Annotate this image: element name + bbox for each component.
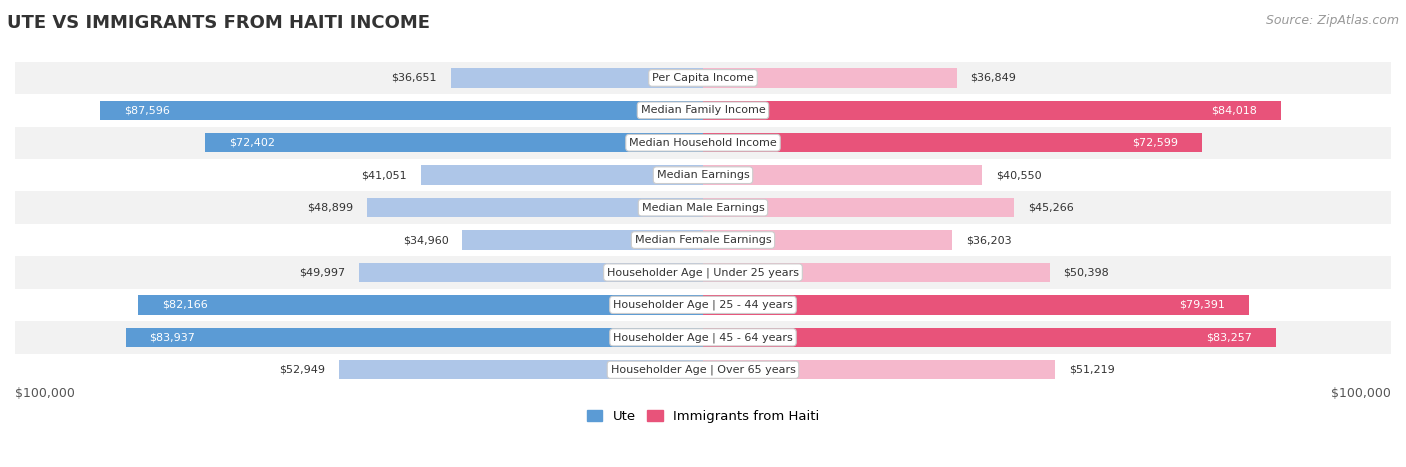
- Bar: [15, 159, 1391, 191]
- Bar: [15, 224, 1391, 256]
- Text: $84,018: $84,018: [1211, 106, 1257, 115]
- Text: $34,960: $34,960: [404, 235, 449, 245]
- Text: $100,000: $100,000: [15, 387, 75, 400]
- Text: $49,997: $49,997: [299, 268, 346, 277]
- Bar: [703, 360, 1056, 380]
- Text: Householder Age | 25 - 44 years: Householder Age | 25 - 44 years: [613, 300, 793, 310]
- Text: $83,257: $83,257: [1206, 333, 1251, 342]
- Text: $41,051: $41,051: [361, 170, 406, 180]
- Text: $36,203: $36,203: [966, 235, 1011, 245]
- Bar: [359, 263, 703, 282]
- Bar: [138, 295, 703, 315]
- Text: UTE VS IMMIGRANTS FROM HAITI INCOME: UTE VS IMMIGRANTS FROM HAITI INCOME: [7, 14, 430, 32]
- Text: $52,949: $52,949: [278, 365, 325, 375]
- Bar: [703, 263, 1050, 282]
- Text: $87,596: $87,596: [124, 106, 170, 115]
- Text: Median Earnings: Median Earnings: [657, 170, 749, 180]
- Bar: [15, 94, 1391, 127]
- Text: Householder Age | Under 25 years: Householder Age | Under 25 years: [607, 267, 799, 278]
- Bar: [339, 360, 703, 380]
- Bar: [420, 165, 703, 185]
- Text: $40,550: $40,550: [995, 170, 1042, 180]
- Text: $50,398: $50,398: [1063, 268, 1109, 277]
- Text: $36,651: $36,651: [392, 73, 437, 83]
- Bar: [15, 289, 1391, 321]
- Text: $82,166: $82,166: [162, 300, 208, 310]
- Bar: [15, 127, 1391, 159]
- Bar: [703, 165, 981, 185]
- Bar: [703, 230, 952, 250]
- Text: Householder Age | Over 65 years: Householder Age | Over 65 years: [610, 365, 796, 375]
- Text: Median Household Income: Median Household Income: [628, 138, 778, 148]
- Text: Per Capita Income: Per Capita Income: [652, 73, 754, 83]
- Bar: [703, 68, 956, 88]
- Text: Median Family Income: Median Family Income: [641, 106, 765, 115]
- Text: Median Female Earnings: Median Female Earnings: [634, 235, 772, 245]
- Bar: [205, 133, 703, 153]
- Text: $100,000: $100,000: [1331, 387, 1391, 400]
- Text: Source: ZipAtlas.com: Source: ZipAtlas.com: [1265, 14, 1399, 27]
- Bar: [125, 328, 703, 347]
- Text: $36,849: $36,849: [970, 73, 1017, 83]
- Text: Householder Age | 45 - 64 years: Householder Age | 45 - 64 years: [613, 332, 793, 343]
- Bar: [703, 100, 1281, 120]
- Text: Median Male Earnings: Median Male Earnings: [641, 203, 765, 212]
- Bar: [463, 230, 703, 250]
- Bar: [703, 328, 1275, 347]
- Bar: [15, 191, 1391, 224]
- Bar: [703, 295, 1249, 315]
- Bar: [15, 321, 1391, 354]
- Text: $48,899: $48,899: [307, 203, 353, 212]
- Bar: [703, 133, 1202, 153]
- Legend: Ute, Immigrants from Haiti: Ute, Immigrants from Haiti: [581, 404, 825, 428]
- Bar: [15, 354, 1391, 386]
- Bar: [367, 198, 703, 217]
- Bar: [15, 62, 1391, 94]
- Bar: [15, 256, 1391, 289]
- Text: $79,391: $79,391: [1180, 300, 1225, 310]
- Text: $83,937: $83,937: [149, 333, 195, 342]
- Bar: [703, 198, 1015, 217]
- Text: $72,599: $72,599: [1132, 138, 1178, 148]
- Text: $72,402: $72,402: [229, 138, 276, 148]
- Text: $45,266: $45,266: [1028, 203, 1074, 212]
- Bar: [451, 68, 703, 88]
- Bar: [100, 100, 703, 120]
- Text: $51,219: $51,219: [1069, 365, 1115, 375]
